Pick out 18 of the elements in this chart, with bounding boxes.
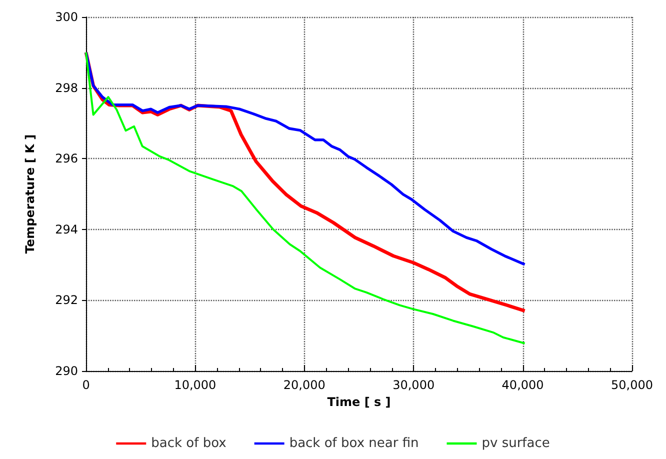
legend-label: pv surface [482, 436, 550, 451]
x-tick-label: 10,000 [174, 378, 216, 392]
legend-label: back of box near fin [289, 436, 419, 451]
x-tick-label: 30,000 [392, 378, 435, 392]
legend-label: back of box [151, 436, 227, 451]
y-tick-label: 294 [55, 222, 78, 236]
y-tick-label: 296 [55, 152, 78, 166]
x-tick-label: 50,000 [611, 378, 653, 392]
x-axis-title: Time [ s ] [327, 394, 391, 409]
y-tick-label: 298 [55, 80, 78, 95]
x-tick-label: 20,000 [283, 378, 326, 392]
x-tick-label: 40,000 [502, 378, 544, 392]
y-axis-title: Temperature [ K ] [23, 134, 37, 254]
y-tick-label: 292 [55, 293, 78, 308]
y-tick-label: 300 [55, 10, 78, 24]
line-series [84, 51, 526, 266]
y-tick-label: 290 [55, 364, 78, 378]
x-tick-label: 0 [82, 378, 90, 392]
